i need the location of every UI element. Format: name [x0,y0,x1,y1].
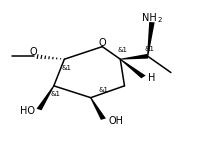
Text: &1: &1 [51,91,61,97]
Text: H: H [148,73,156,83]
Polygon shape [90,98,106,120]
Polygon shape [120,54,148,60]
Text: &1: &1 [117,47,127,53]
Text: 2: 2 [158,17,162,23]
Text: O: O [30,47,38,57]
Text: NH: NH [142,13,157,23]
Text: OH: OH [109,116,124,126]
Text: &1: &1 [98,87,108,93]
Text: &1: &1 [61,65,72,71]
Text: &1: &1 [145,46,155,52]
Polygon shape [120,59,146,78]
Polygon shape [147,22,155,56]
Polygon shape [37,86,54,110]
Text: HO: HO [20,106,35,116]
Text: O: O [99,38,106,48]
